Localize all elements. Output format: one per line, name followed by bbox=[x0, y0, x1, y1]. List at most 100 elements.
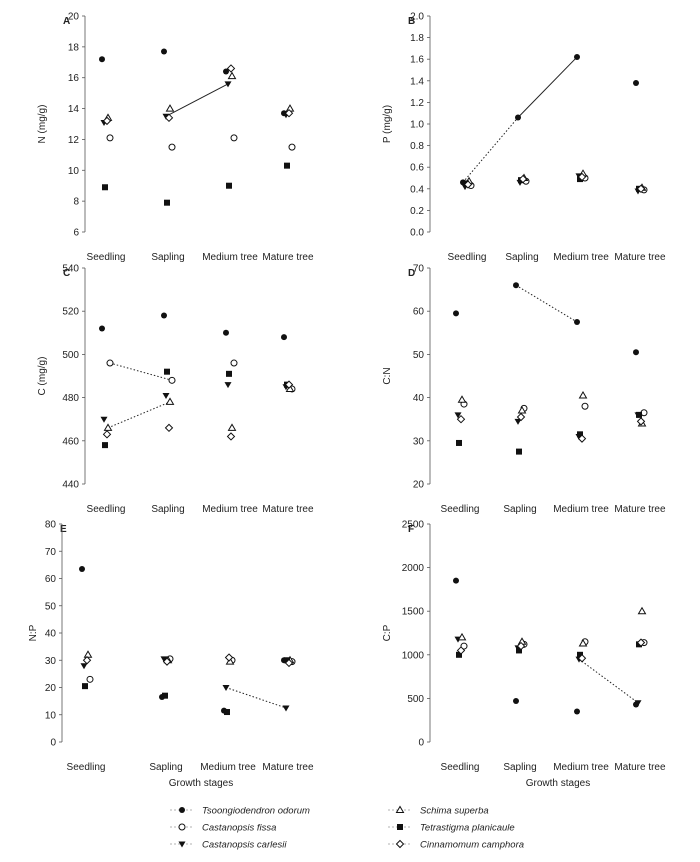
data-point bbox=[227, 423, 237, 431]
y-tick-label: 70 bbox=[45, 547, 57, 558]
data-point bbox=[514, 418, 522, 425]
data-point bbox=[456, 651, 462, 658]
data-point bbox=[457, 632, 467, 641]
data-point bbox=[161, 312, 167, 319]
panel-f: F 0 500 1000 1500 2000 2500 C:P Seedling Sapling M… bbox=[382, 520, 666, 790]
data-point bbox=[284, 658, 294, 668]
data-point bbox=[164, 113, 174, 123]
x-stage-label: Medium tree bbox=[202, 504, 258, 515]
y-axis-label: N (mg/g) bbox=[37, 105, 48, 144]
y-tick-label: 50 bbox=[45, 601, 57, 612]
y-tick-label: 0.0 bbox=[410, 228, 424, 239]
panel-c: C 440 460 480 500 520 540 C (mg/g) Seedling Sapli… bbox=[37, 264, 314, 516]
trend-line bbox=[225, 687, 287, 709]
data-point bbox=[224, 382, 232, 389]
legend-label: Tetrastigma planicaule bbox=[420, 823, 515, 834]
y-tick-label: 20 bbox=[68, 12, 80, 23]
y-tick-label: 50 bbox=[413, 350, 425, 361]
x-stage-label: Medium tree bbox=[202, 252, 258, 263]
y-tick-label: 0.8 bbox=[410, 141, 424, 152]
legend-marker bbox=[179, 807, 185, 813]
data-point bbox=[281, 334, 287, 341]
x-axis-title: Growth stages bbox=[169, 778, 233, 789]
data-point bbox=[577, 172, 587, 182]
data-point bbox=[86, 675, 94, 683]
y-tick-label: 440 bbox=[62, 480, 79, 491]
data-point bbox=[168, 376, 176, 384]
data-point bbox=[226, 432, 236, 441]
x-stage-label: Sapling bbox=[503, 504, 536, 515]
y-tick-label: 16 bbox=[68, 73, 80, 84]
panel-letter: A bbox=[63, 16, 70, 27]
data-point bbox=[284, 380, 294, 389]
y-tick-label: 10 bbox=[45, 710, 57, 721]
x-stage-label: Mature tree bbox=[262, 252, 314, 263]
trend-line bbox=[107, 401, 171, 429]
legend-label: Schima superba bbox=[420, 806, 489, 817]
data-point bbox=[634, 700, 642, 707]
y-tick-label: 60 bbox=[45, 574, 57, 585]
data-point bbox=[226, 64, 236, 73]
data-point bbox=[83, 650, 93, 658]
y-tick-label: 6 bbox=[73, 228, 79, 239]
x-stage-label: Mature tree bbox=[614, 252, 666, 263]
x-stage-label: Seedling bbox=[87, 504, 126, 515]
x-stage-label: Medium tree bbox=[553, 504, 609, 515]
data-point bbox=[574, 708, 580, 715]
data-point bbox=[225, 657, 235, 665]
y-tick-label: 540 bbox=[62, 264, 79, 275]
y-tick-label: 8 bbox=[73, 197, 79, 208]
legend-label: Castanopsis carlesii bbox=[202, 840, 287, 851]
data-point bbox=[284, 108, 294, 118]
y-axis-label: C:P bbox=[382, 624, 393, 641]
x-stage-label: Mature tree bbox=[614, 504, 666, 515]
x-stage-label: Sapling bbox=[503, 762, 536, 773]
x-stage-label: Mature tree bbox=[262, 762, 314, 773]
data-point bbox=[577, 651, 583, 658]
y-tick-label: 520 bbox=[62, 307, 79, 318]
data-point bbox=[162, 692, 168, 699]
x-stage-label: Seedling bbox=[87, 252, 126, 263]
data-point bbox=[463, 180, 473, 189]
data-point bbox=[516, 412, 526, 422]
panel-a: A 6 8 10 12 14 16 18 20 N (mg/g) Seedling Sapling Me… bbox=[37, 12, 314, 264]
y-axis-label: C (mg/g) bbox=[37, 357, 48, 396]
x-axis-title: Growth stages bbox=[526, 778, 590, 789]
panel-b: B 0.0 0.2 0.4 0.6 0.8 1.0 1.2 1.4 1.6 1.8 2.0 P (mg/… bbox=[382, 12, 666, 264]
data-point bbox=[82, 683, 88, 690]
data-point bbox=[106, 134, 114, 142]
data-point bbox=[456, 646, 466, 655]
panel-letter: D bbox=[408, 268, 415, 279]
y-tick-label: 30 bbox=[45, 656, 57, 667]
data-point bbox=[102, 430, 112, 439]
trend-line bbox=[578, 658, 639, 704]
data-point bbox=[577, 434, 587, 443]
data-point bbox=[102, 184, 108, 191]
data-point bbox=[633, 79, 639, 86]
data-point bbox=[581, 402, 589, 410]
y-tick-label: 2000 bbox=[402, 563, 425, 574]
data-point bbox=[230, 359, 238, 367]
x-stage-label: Seedling bbox=[441, 762, 480, 773]
data-point bbox=[99, 325, 105, 332]
legend-marker bbox=[395, 839, 405, 849]
data-point bbox=[226, 182, 232, 189]
panel-e: E 0 10 20 30 40 50 60 70 80 N:P Seedling Sapling Medi… bbox=[28, 520, 314, 790]
legend-marker bbox=[397, 824, 403, 830]
x-stage-label: Seedling bbox=[441, 504, 480, 515]
data-point bbox=[516, 448, 522, 455]
legend-marker bbox=[178, 823, 186, 831]
data-point bbox=[222, 685, 230, 691]
trend-line bbox=[109, 362, 173, 381]
data-point bbox=[574, 54, 580, 61]
y-tick-label: 0 bbox=[418, 738, 424, 749]
y-tick-label: 0.4 bbox=[410, 184, 424, 195]
y-tick-label: 0.6 bbox=[410, 163, 424, 174]
y-tick-label: 40 bbox=[45, 629, 57, 640]
data-point bbox=[162, 657, 172, 666]
y-tick-label: 12 bbox=[68, 135, 80, 146]
data-point bbox=[165, 104, 175, 112]
y-tick-label: 40 bbox=[413, 393, 425, 404]
y-axis-label: P (mg/g) bbox=[382, 105, 393, 143]
